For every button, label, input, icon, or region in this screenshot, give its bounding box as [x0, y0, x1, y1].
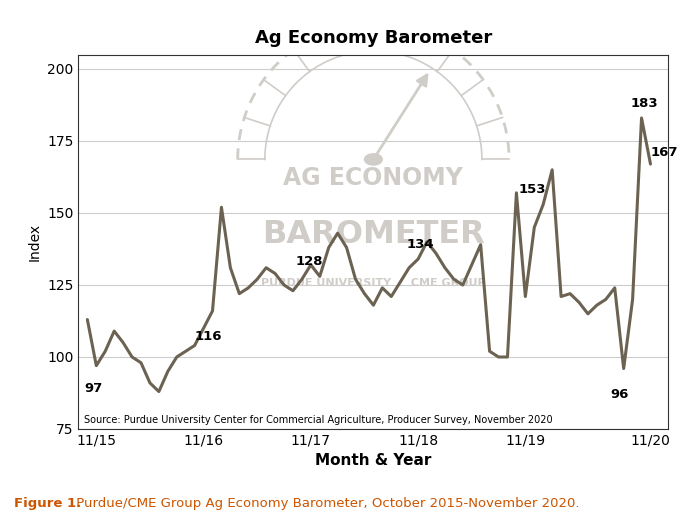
- Text: PURDUE UNIVERSITY  ·  CME GROUP: PURDUE UNIVERSITY · CME GROUP: [261, 278, 486, 288]
- Text: BAROMETER: BAROMETER: [262, 219, 485, 250]
- Text: Figure 1.: Figure 1.: [14, 497, 81, 510]
- Text: 96: 96: [610, 388, 628, 401]
- Text: 116: 116: [194, 330, 222, 343]
- Text: Purdue/CME Group Ag Economy Barometer, October 2015-November 2020.: Purdue/CME Group Ag Economy Barometer, O…: [72, 497, 579, 510]
- Text: 128: 128: [295, 255, 323, 268]
- Text: 97: 97: [85, 382, 103, 395]
- X-axis label: Month & Year: Month & Year: [315, 453, 432, 469]
- Text: 134: 134: [407, 238, 434, 251]
- Text: 153: 153: [519, 184, 546, 197]
- Y-axis label: Index: Index: [28, 223, 42, 261]
- Circle shape: [365, 154, 382, 165]
- Text: 183: 183: [630, 97, 658, 110]
- Text: 167: 167: [650, 146, 678, 159]
- Title: Ag Economy Barometer: Ag Economy Barometer: [255, 30, 492, 47]
- Text: Source: Purdue University Center for Commercial Agriculture, Producer Survey, No: Source: Purdue University Center for Com…: [85, 415, 553, 425]
- Text: AG ECONOMY: AG ECONOMY: [284, 166, 463, 190]
